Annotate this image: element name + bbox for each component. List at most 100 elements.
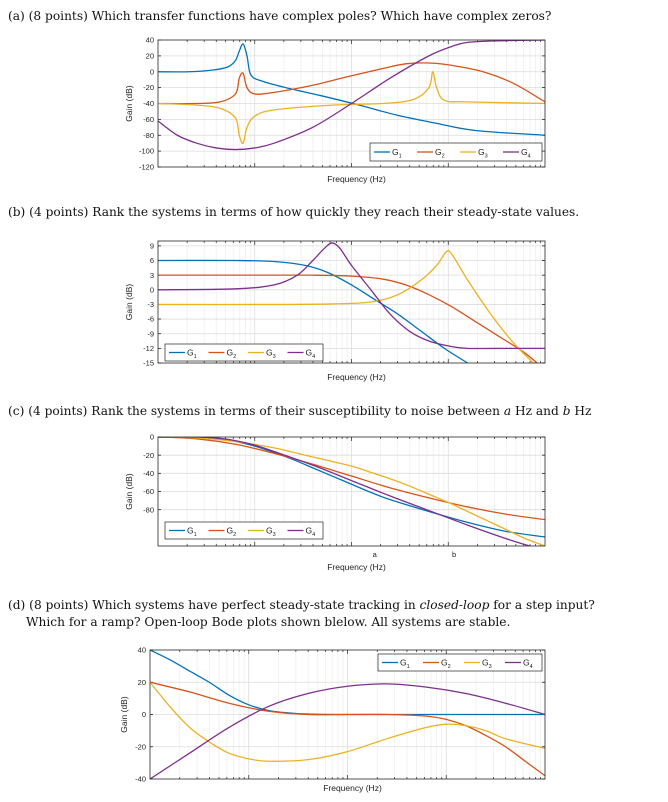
- y-tick-label: -15: [143, 359, 154, 368]
- y-axis-label: Gain (dB): [124, 284, 134, 321]
- x-axis-label: Frequency (Hz): [327, 562, 386, 572]
- y-tick-label: 0: [150, 285, 154, 294]
- axes-box: [157, 240, 546, 364]
- y-tick-label: -40: [143, 99, 154, 108]
- question-c-var-b: b: [562, 404, 571, 418]
- axes-box: [157, 39, 546, 168]
- series-g4-line: [158, 242, 545, 350]
- legend-label-g4: G4: [306, 348, 316, 361]
- legend-subscript-g3: 3: [489, 664, 492, 670]
- legend-subscript-g1: 1: [407, 664, 410, 670]
- question-c: (c) (4 points) Rank the systems in terms…: [8, 403, 663, 420]
- y-tick-label: -40: [135, 775, 146, 784]
- chart-a: -120 -100 -80 -60 -40 -20 0 20 40 G1 G2 G3 G4 Frequen…: [124, 36, 546, 184]
- legend-label-g2: G2: [227, 348, 237, 361]
- legend-label-g4: G4: [306, 526, 316, 539]
- series-g2-line: [158, 437, 545, 521]
- question-d-line1: (d) (8 points) Which systems have perfec…: [8, 597, 663, 614]
- y-tick-label: -20: [143, 83, 154, 92]
- y-tick-label: 0: [150, 67, 154, 76]
- x-marker-b: b: [452, 550, 456, 559]
- x-axis-label: Frequency (Hz): [327, 174, 386, 184]
- y-axis-label: Gain (dB): [119, 696, 129, 733]
- series-g3-line: [158, 437, 545, 546]
- legend-label-g3: G3: [482, 658, 492, 671]
- question-d: (d) (8 points) Which systems have perfec…: [8, 597, 663, 631]
- y-tick-label: 20: [138, 678, 146, 687]
- y-tick-label: -100: [139, 147, 154, 156]
- y-tick-label: 20: [146, 51, 154, 60]
- y-tick-label: -20: [143, 451, 154, 460]
- y-tick-label: -12: [143, 344, 154, 353]
- y-tick-label: 40: [138, 646, 146, 655]
- legend-label-g3: G3: [266, 526, 276, 539]
- legend-box: [377, 653, 543, 672]
- legend-label-g2: G2: [227, 526, 237, 539]
- question-b-text: (b) (4 points) Rank the systems in terms…: [8, 205, 580, 219]
- y-tick-label: -20: [135, 742, 146, 751]
- y-tick-label: 9: [150, 241, 154, 250]
- question-d-emphasis: closed-loop: [419, 598, 490, 612]
- y-tick-label: -60: [143, 487, 154, 496]
- series-g2-line: [158, 62, 545, 105]
- legend-label-g4: G4: [521, 147, 531, 160]
- y-axis-label: Gain (dB): [124, 473, 134, 510]
- question-a-text: (a) (8 points) Which transfer functions …: [8, 9, 552, 23]
- legend-label-g2: G2: [441, 658, 451, 671]
- legend-label-g3: G3: [478, 147, 488, 160]
- legend-subscript-g3: 3: [273, 532, 276, 538]
- y-tick-label: -120: [139, 163, 154, 172]
- series-g4-line: [158, 40, 545, 151]
- series-g4-line: [150, 683, 545, 779]
- x-axis-label: Frequency (Hz): [327, 372, 386, 382]
- question-c-var-a: a: [503, 404, 512, 418]
- series-g2-line: [150, 681, 545, 777]
- legend: G1 G2 G3 G4: [369, 142, 543, 162]
- question-d-text-a: (d) (8 points) Which systems have perfec…: [8, 598, 420, 612]
- legend-subscript-g4: 4: [530, 664, 533, 670]
- legend: G1 G2 G3 G4: [164, 521, 324, 540]
- legend-box: [164, 343, 324, 362]
- legend-label-g3: G3: [266, 348, 276, 361]
- chart-d: -40 -20 0 20 40 G1 G2 G3 G4 Frequency (Hz) Gain (d…: [119, 646, 546, 793]
- grid: [158, 241, 545, 363]
- legend-subscript-g4: 4: [528, 154, 531, 160]
- y-tick-label: 6: [150, 256, 154, 265]
- chart-b: -15 -12 -9 -6 -3 0 3 6 9 G1 G2 G3 G4 Frequency (Hz) Ga…: [124, 240, 546, 382]
- legend-subscript-g4: 4: [312, 532, 315, 538]
- legend-box: [369, 142, 543, 162]
- legend-subscript-g4: 4: [312, 354, 315, 360]
- y-axis-label: Gain (dB): [124, 85, 134, 122]
- question-b: (b) (4 points) Rank the systems in terms…: [8, 204, 663, 221]
- series-g3-line: [150, 681, 545, 762]
- legend-subscript-g2: 2: [448, 664, 451, 670]
- x-marker-a: a: [373, 550, 378, 559]
- question-a: (a) (8 points) Which transfer functions …: [8, 8, 663, 25]
- series-g3-line: [158, 71, 545, 145]
- y-tick-label: -40: [143, 469, 154, 478]
- legend-label-g1: G1: [392, 147, 402, 160]
- y-tick-label: 40: [146, 36, 154, 45]
- legend-subscript-g2: 2: [233, 532, 236, 538]
- series-g3-line: [158, 250, 534, 363]
- series-g1-line: [158, 259, 468, 363]
- legend: G1 G2 G3 G4: [164, 343, 324, 362]
- legend-label-g1: G1: [187, 348, 197, 361]
- y-tick-label: -9: [147, 329, 154, 338]
- legend-subscript-g1: 1: [399, 154, 402, 160]
- legend-subscript-g2: 2: [442, 154, 445, 160]
- x-axis-label: Frequency (Hz): [323, 783, 382, 793]
- legend-subscript-g3: 3: [485, 154, 488, 160]
- chart-c: -80 -60 -40 -20 0 a b G1 G2 G3 G4 Frequency (Hz) Gai…: [124, 433, 546, 572]
- y-tick-label: -6: [147, 315, 154, 324]
- legend: G1 G2 G3 G4: [377, 653, 543, 672]
- y-tick-label: 0: [142, 710, 146, 719]
- y-tick-label: 3: [150, 271, 154, 280]
- question-d-line2: Which for a ramp? Open-loop Bode plots s…: [26, 615, 511, 629]
- series-g4-line: [158, 437, 530, 546]
- legend-subscript-g3: 3: [273, 354, 276, 360]
- legend-box: [164, 521, 324, 540]
- question-c-text-end: Hz: [570, 404, 592, 418]
- question-d-text-b: for a step input?: [489, 598, 595, 612]
- series-g1-line: [158, 43, 545, 136]
